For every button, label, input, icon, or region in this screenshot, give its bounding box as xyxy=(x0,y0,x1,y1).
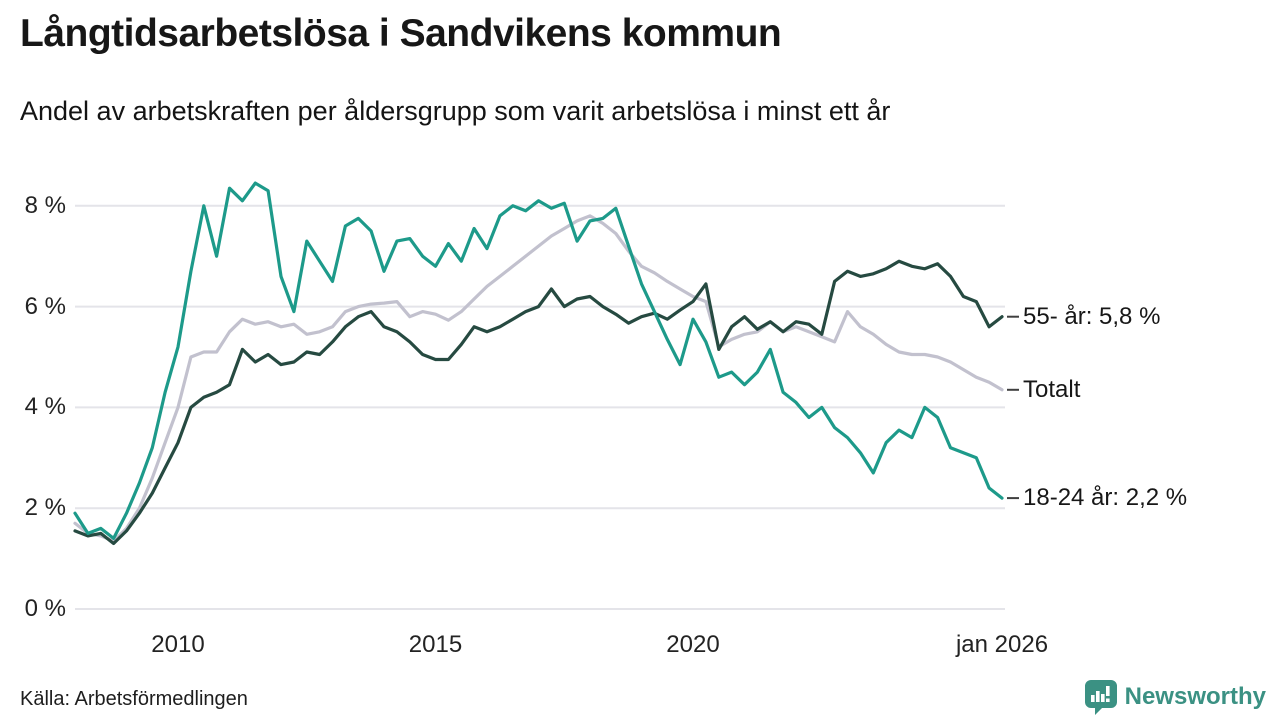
series-end-label-18-24-ar: 18-24 år: 2,2 % xyxy=(1023,484,1188,512)
x-axis-tick-label: 2010 xyxy=(151,631,205,658)
brand-name: Newsworthy xyxy=(1124,683,1266,710)
x-axis-tick-label: 2015 xyxy=(408,631,463,658)
y-axis-tick-label: 8 % xyxy=(24,191,66,219)
page-title: Långtidsarbetslösa i Sandvikens kommun xyxy=(20,12,782,55)
y-axis-tick-label: 6 % xyxy=(24,292,66,320)
series-end-label-55-ar: 55- år: 5,8 % xyxy=(1023,302,1161,330)
brand-logo: Newsworthy xyxy=(1082,678,1266,716)
x-axis-tick-label: 2020 xyxy=(666,631,720,658)
y-axis-tick-label: 0 % xyxy=(24,595,66,622)
source-text: Källa: Arbetsförmedlingen xyxy=(20,688,248,710)
y-axis-tick-label: 4 % xyxy=(24,393,66,421)
page-subtitle: Andel av arbetskraften per åldersgrupp s… xyxy=(20,96,891,126)
y-axis-tick-label: 2 % xyxy=(24,494,66,522)
x-axis-tick-label: jan 2026 xyxy=(955,631,1049,658)
series-end-label-totalt: Totalt xyxy=(1023,375,1081,403)
newsworthy-bubble-chart-icon xyxy=(1084,680,1117,715)
